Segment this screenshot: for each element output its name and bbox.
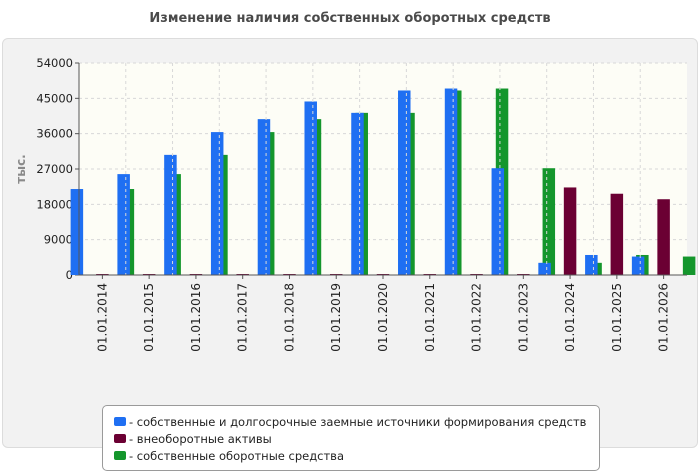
- chart-panel: 0 9000 18000 27000 36000 45000 54000 тыс. 01.01.…: [2, 38, 698, 471]
- bar: [257, 119, 271, 275]
- x-tick-label: 01.01.2023: [516, 283, 530, 352]
- bar: [444, 88, 458, 275]
- x-tick-label: 01.01.2015: [142, 283, 156, 352]
- x-tick-label: 01.01.2026: [657, 283, 671, 352]
- bar: [351, 112, 364, 276]
- bar: [610, 193, 624, 275]
- bar: [491, 168, 505, 275]
- bar: [117, 174, 130, 275]
- bar: [631, 256, 645, 275]
- y-tick-label: 54000: [36, 56, 73, 70]
- x-tick-label: 01.01.2022: [470, 283, 484, 352]
- bar: [164, 154, 177, 275]
- x-tick-label: 01.01.2017: [236, 283, 250, 352]
- y-tick-label: 9000: [44, 233, 73, 247]
- legend-label-own-working-capital: - собственные оборотные средства: [129, 448, 345, 463]
- bar: [563, 187, 577, 275]
- x-tick-label: 01.01.2016: [189, 283, 203, 352]
- bar: [538, 262, 551, 275]
- legend-label-sources: - собственные и долгосрочные заемные ист…: [129, 414, 587, 429]
- chart-title: Изменение наличия собственных оборотных …: [149, 11, 551, 26]
- x-tick-label: 01.01.2021: [423, 283, 437, 352]
- y-tick-label: 18000: [36, 197, 73, 211]
- bar-chart: 0 9000 18000 27000 36000 45000 54000 тыс. 01.01.…: [14, 56, 696, 352]
- y-tick-label: 36000: [36, 127, 73, 141]
- bar: [304, 101, 317, 275]
- bar: [657, 199, 670, 275]
- bar: [210, 132, 224, 275]
- y-tick-label: 27000: [36, 162, 73, 176]
- x-tick-label: 01.01.2014: [95, 283, 109, 352]
- legend-item-sources: - собственные и долгосрочные заемные ист…: [114, 413, 599, 430]
- x-tick-label: 01.01.2025: [610, 283, 624, 352]
- legend-swatch-sources: [114, 417, 126, 426]
- chart-legend: - собственные и долгосрочные заемные ист…: [102, 405, 600, 471]
- legend-item-noncurrent-assets: - внеоборотные активы: [114, 430, 599, 447]
- bar: [70, 189, 84, 275]
- bar: [585, 254, 598, 275]
- legend-label-noncurrent-assets: - внеоборотные активы: [129, 431, 272, 446]
- y-axis-title: тыс.: [14, 154, 28, 183]
- bar: [542, 168, 556, 275]
- x-tick-label: 01.01.2019: [329, 283, 343, 352]
- x-tick-label: 01.01.2024: [563, 283, 577, 352]
- y-tick-label: 0: [66, 268, 73, 282]
- bar: [682, 256, 696, 275]
- legend-swatch-noncurrent-assets: [114, 434, 126, 443]
- x-tick-label: 01.01.2018: [282, 283, 296, 352]
- x-tick-label: 01.01.2020: [376, 283, 390, 352]
- legend-swatch-own-working-capital: [114, 451, 126, 460]
- bar: [398, 90, 411, 275]
- y-tick-label: 45000: [36, 91, 73, 105]
